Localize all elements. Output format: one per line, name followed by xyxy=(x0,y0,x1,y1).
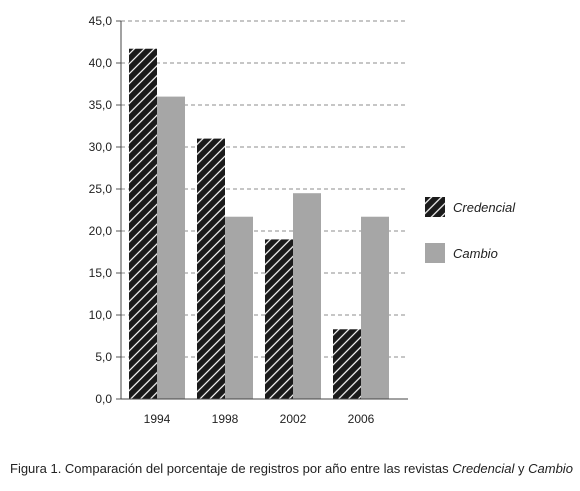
bar-cambio-2006 xyxy=(361,216,389,399)
y-tick-label: 10,0 xyxy=(89,308,113,322)
bar-credencial-2002 xyxy=(265,239,293,399)
y-tick-label: 40,0 xyxy=(89,56,113,70)
axes: 0,0 5,0 10,0 15,0 20,0 25,0 30,0 35,0 40,0 45,0 19… xyxy=(89,14,408,426)
caption-connector: y xyxy=(514,461,529,476)
x-tick-label: 1998 xyxy=(212,412,239,426)
y-tick-label: 15,0 xyxy=(89,266,113,280)
caption-journal-credencial: Credencial xyxy=(452,461,515,476)
grid-lines xyxy=(121,20,408,358)
bar-cambio-1994 xyxy=(157,96,185,399)
y-tick-label: 45,0 xyxy=(89,14,113,28)
caption-prefix: Figura 1. Comparación del porcentaje de … xyxy=(10,461,453,476)
y-tick-label: 35,0 xyxy=(89,98,113,112)
figure-caption: Figura 1. Comparación del porcentaje de … xyxy=(10,461,575,476)
x-tick-label: 2006 xyxy=(348,412,375,426)
caption-journal-cambio: Cambio xyxy=(528,461,573,476)
legend-swatch-credencial xyxy=(425,197,445,217)
legend-label-credencial: Credencial xyxy=(453,200,516,215)
legend: Credencial Cambio xyxy=(425,197,516,263)
x-tick-label: 2002 xyxy=(280,412,307,426)
bar-credencial-1998 xyxy=(197,138,225,399)
legend-label-cambio: Cambio xyxy=(453,246,498,261)
x-tick-label: 1994 xyxy=(144,412,171,426)
y-tick-label: 30,0 xyxy=(89,140,113,154)
y-tick-label: 5,0 xyxy=(95,350,112,364)
y-tick-label: 0,0 xyxy=(95,392,112,406)
bar-credencial-2006 xyxy=(333,329,361,399)
bars xyxy=(129,48,389,399)
bar-cambio-2002 xyxy=(293,193,321,399)
y-tick-label: 25,0 xyxy=(89,182,113,196)
bar-credencial-1994 xyxy=(129,48,157,399)
y-tick-label: 20,0 xyxy=(89,224,113,238)
bar-cambio-1998 xyxy=(225,216,253,399)
legend-swatch-cambio xyxy=(425,243,445,263)
